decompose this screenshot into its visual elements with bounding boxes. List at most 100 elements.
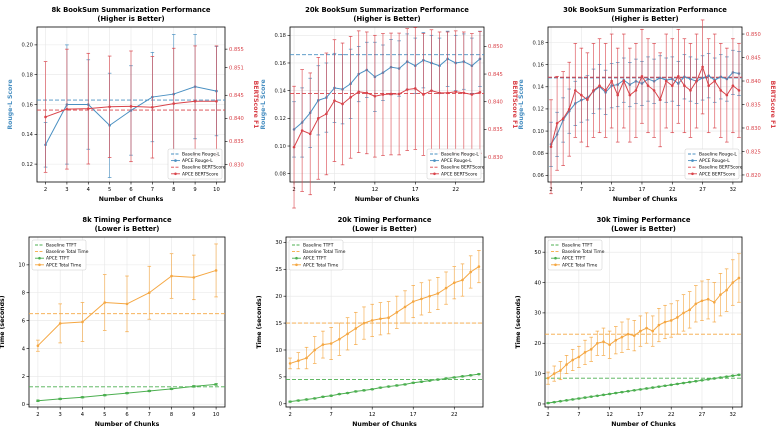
y-tick-label: 25 xyxy=(275,267,282,273)
apce-ttft-line xyxy=(290,373,479,403)
y2-tick-label: 0.830 xyxy=(746,126,761,132)
y-axis-label: Time (seconds) xyxy=(256,295,263,348)
legend-label: APCE BERTScore xyxy=(182,171,219,177)
apce-ttft-point xyxy=(192,385,196,388)
x-tick-label: 32 xyxy=(729,412,736,418)
apce-ttft-point xyxy=(321,395,325,399)
apce-total-point xyxy=(614,338,618,342)
apce-ttft-point xyxy=(411,381,415,385)
y-tick-label: 30 xyxy=(534,311,541,317)
chart-panel-3: 30k BookSum Summarization Performance(Hi… xyxy=(518,6,776,203)
apce-ttft-point xyxy=(676,382,679,386)
apce-ttft-point xyxy=(147,389,151,393)
legend-marker xyxy=(433,159,436,162)
y2-tick-label: 0.825 xyxy=(746,149,761,155)
apce-bert-point xyxy=(44,115,47,119)
apce-ttft-point xyxy=(297,399,300,402)
apce-total-point xyxy=(589,348,593,351)
apce-total-point xyxy=(362,321,366,325)
apce-bert-point xyxy=(592,89,595,92)
apce-rouge-line xyxy=(550,71,740,145)
y2-axis-label: BERTScore F1 xyxy=(769,81,776,129)
y2-axis-label: BERTScore F1 xyxy=(511,81,518,129)
apce-bert-point xyxy=(658,98,662,102)
apce-bert-point xyxy=(586,98,589,102)
apce-total-point xyxy=(706,297,710,301)
apce-ttft-point xyxy=(620,390,624,394)
apce-bert-series xyxy=(292,27,482,209)
y2-tick-label: 0.850 xyxy=(488,44,503,50)
apce-bert-point xyxy=(86,107,90,110)
apce-ttft-point xyxy=(288,400,292,403)
y-tick-label: 20 xyxy=(275,294,282,300)
x-axis-label: Number of Chunks xyxy=(99,196,164,203)
apce-total-point xyxy=(411,300,415,303)
apce-ttft-point xyxy=(387,385,390,388)
apce-total-point xyxy=(583,351,587,354)
apce-bert-point xyxy=(640,75,644,78)
apce-total-point xyxy=(731,281,735,284)
apce-total-line xyxy=(547,277,740,379)
y-axis-label: Time (seconds) xyxy=(0,295,6,348)
chart-panel-6: 30k Timing Performance(Lower is Better) 2… xyxy=(515,216,743,428)
apce-bert-point xyxy=(737,89,741,92)
apce-total-point xyxy=(725,288,728,292)
apce-total-point xyxy=(669,319,673,322)
apce-bert-point xyxy=(664,79,668,83)
y-tick-label: 40 xyxy=(534,280,541,286)
chart-subtitle: (Lower is Better) xyxy=(352,225,417,233)
apce-bert-point xyxy=(567,107,571,111)
apce-bert-point xyxy=(652,89,656,92)
apce-total-point xyxy=(147,291,151,295)
apce-bert-point xyxy=(628,93,632,97)
apce-bert-point xyxy=(670,84,674,88)
apce-ttft-point xyxy=(632,389,636,392)
chart-panel-4: 8k Timing Performance(Lower is Better) 2 3… xyxy=(0,216,226,428)
y2-tick-label: 0.840 xyxy=(229,116,244,122)
legend-label: APCE TTFT xyxy=(46,256,70,262)
apce-ttft-point xyxy=(546,401,550,405)
apce-bert-point xyxy=(316,117,320,120)
apce-total-point xyxy=(346,332,349,336)
chart-subtitle: (Lower is Better) xyxy=(611,225,676,233)
y-tick-label: 8 xyxy=(22,291,25,297)
legend-marker xyxy=(691,159,694,162)
x-tick-label: 9 xyxy=(192,412,195,418)
legend-label: Baseline Total Time xyxy=(46,249,89,255)
y2-axis-label: BERTScore F1 xyxy=(252,81,259,129)
legend-marker xyxy=(174,172,177,176)
apce-total-point xyxy=(81,320,84,324)
apce-ttft-point xyxy=(461,375,464,378)
legend-marker xyxy=(554,263,557,267)
apce-bert-line xyxy=(293,87,481,148)
apce-total-point xyxy=(452,281,456,285)
legend-box xyxy=(684,148,740,180)
x-tick-label: 7 xyxy=(329,412,332,418)
apce-ttft-point xyxy=(725,375,728,378)
chart-subtitle: (Lower is Better) xyxy=(95,225,160,233)
legend-label: APCE TTFT xyxy=(562,256,586,262)
apce-total-point xyxy=(639,329,642,333)
y-tick-label: 0.18 xyxy=(21,72,33,78)
x-tick-label: 5 xyxy=(108,187,111,193)
plot-frame xyxy=(285,236,484,408)
apce-total-point xyxy=(546,376,550,380)
apce-bert-point xyxy=(462,91,466,95)
apce-ttft-point xyxy=(395,384,399,387)
apce-ttft-point xyxy=(706,378,710,381)
apce-total-point xyxy=(192,276,196,279)
apce-bert-point xyxy=(405,88,409,91)
apce-bert-point xyxy=(422,93,425,96)
x-tick-label: 7 xyxy=(577,412,580,418)
y2-tick-label: 0.820 xyxy=(746,173,761,179)
apce-ttft-point xyxy=(214,383,218,386)
legend-marker xyxy=(38,263,41,267)
apce-ttft-point xyxy=(596,394,599,398)
x-tick-label: 7 xyxy=(333,187,336,193)
x-tick-label: 9 xyxy=(193,187,196,193)
y2-tick-label: 0.830 xyxy=(488,155,503,161)
apce-ttft-line xyxy=(548,374,739,404)
